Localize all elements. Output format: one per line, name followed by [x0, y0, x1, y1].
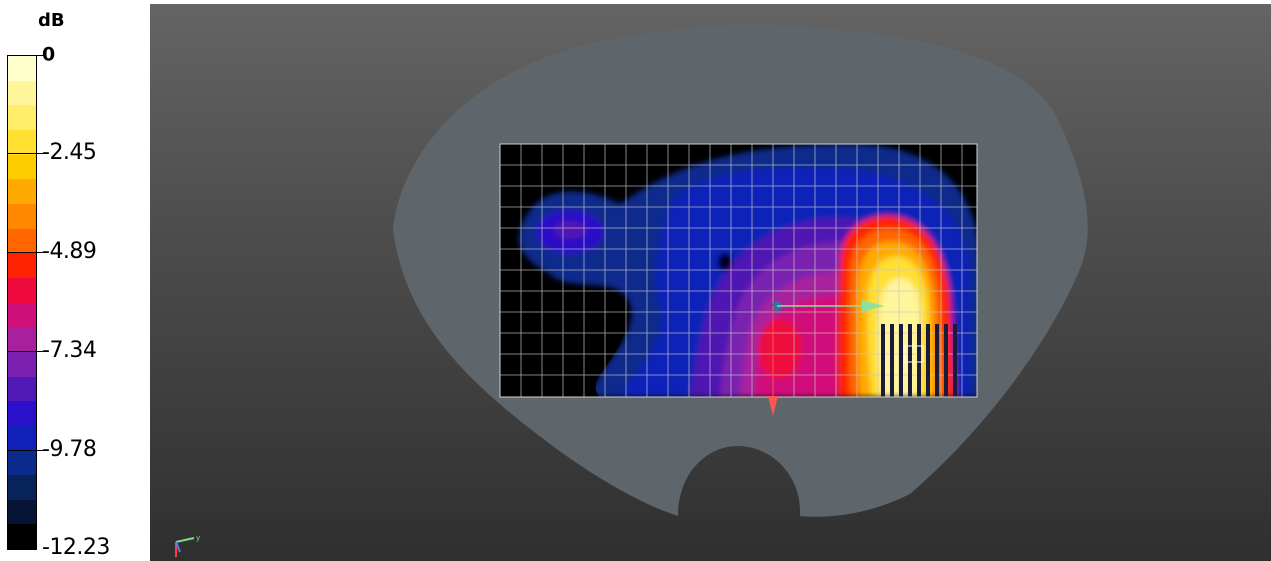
antenna-array[interactable]: [880, 324, 957, 397]
sar-measurement-area: [500, 144, 977, 397]
legend-unit-label: dB: [38, 10, 65, 31]
source-orientation-arrows[interactable]: [768, 300, 884, 416]
legend-tick-mark: [7, 351, 43, 352]
colorbar-band: [8, 277, 36, 303]
colorbar-gradient: [7, 55, 37, 550]
colorbar-band: [8, 475, 36, 500]
3d-viewport[interactable]: y: [150, 4, 1271, 561]
legend-tick-label-max: 0: [42, 43, 55, 66]
colorbar-band: [8, 56, 36, 81]
legend-tick-label: -9.78: [42, 437, 97, 462]
measurement-area-border: [499, 143, 978, 398]
colorbar-band: [8, 327, 36, 352]
colorbar-band: [8, 105, 36, 130]
legend-tick-mark: [7, 153, 43, 154]
colorbar-band: [8, 129, 36, 155]
colorbar-band: [8, 80, 36, 106]
legend-tick-label: -2.45: [42, 140, 97, 165]
legend-tick-mark: [7, 55, 43, 56]
colorbar-band: [8, 401, 36, 426]
legend-tick-label: -4.89: [42, 239, 97, 264]
colorbar-band: [8, 302, 36, 328]
colorbar-band: [8, 179, 36, 204]
colorbar-band: [8, 524, 36, 550]
colorbar-band: [8, 253, 36, 278]
colorbar-band: [8, 376, 36, 402]
colorbar-band: [8, 499, 36, 525]
legend-tick-mark: [7, 450, 43, 451]
axis-triad-icon: y: [175, 534, 200, 557]
legend-tick-label: -7.34: [42, 338, 97, 363]
colorbar-legend: dB 0 -2.45 -4.89 -7.34 -9.78 -12.23: [0, 0, 150, 561]
measurement-grid: [500, 144, 977, 397]
colorbar-band: [8, 425, 36, 451]
axis-triad-label: y: [196, 534, 200, 542]
scene-canvas[interactable]: y: [150, 4, 1271, 561]
legend-tick-mark: [7, 252, 43, 253]
colorbar-band: [8, 203, 36, 229]
legend-tick-label-min: -12.23: [42, 535, 110, 560]
colorbar-band: [8, 351, 36, 377]
colorbar-band: [8, 228, 36, 254]
colorbar-band: [8, 450, 36, 476]
colorbar-band: [8, 154, 36, 180]
